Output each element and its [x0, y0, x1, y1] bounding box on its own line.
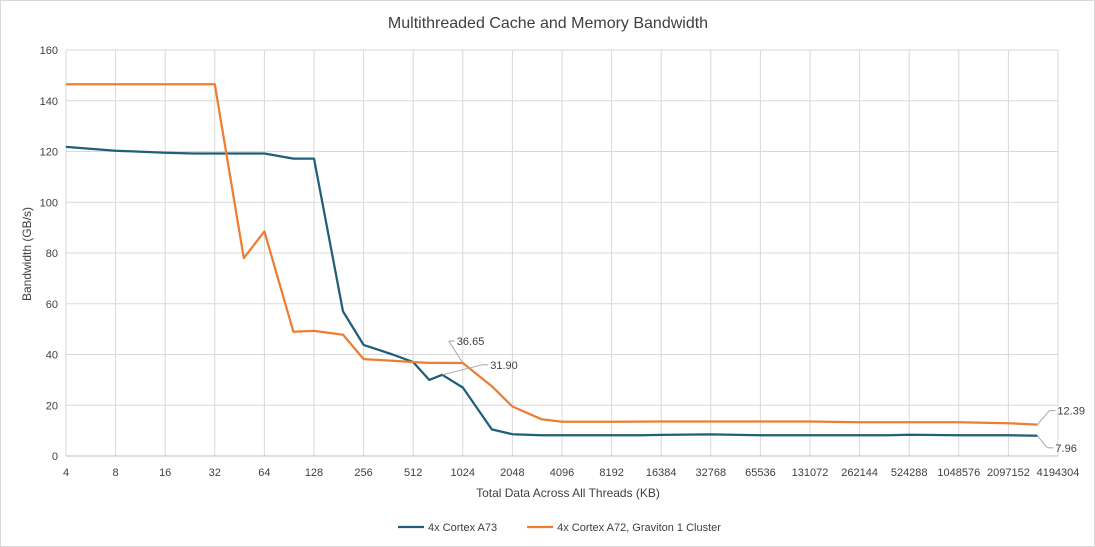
legend-label-1: 4x Cortex A73 — [428, 522, 497, 534]
x-tick-label: 4 — [63, 467, 69, 479]
x-axis-title: Total Data Across All Threads (KB) — [476, 486, 660, 500]
x-tick-label: 524288 — [891, 467, 928, 479]
callout-leader — [448, 340, 464, 364]
callout-leader — [1037, 410, 1050, 425]
data-label: 7.96 — [1055, 443, 1076, 455]
series-lines — [65, 83, 1038, 437]
x-tick-label: 32 — [209, 467, 221, 479]
y-tick-label: 0 — [52, 451, 58, 463]
y-tick-label: 20 — [46, 400, 58, 412]
x-tick-label: 64 — [258, 467, 270, 479]
y-tick-label: 140 — [40, 96, 58, 108]
x-tick-label: 32768 — [696, 467, 727, 479]
callout-leader — [1037, 435, 1048, 449]
legend: 4x Cortex A73 4x Cortex A72, Graviton 1 C… — [398, 522, 721, 534]
y-tick-label: 40 — [46, 350, 58, 362]
y-axis-ticks: 0 20 40 60 80 100 120 140 160 — [40, 45, 58, 463]
y-tick-label: 60 — [46, 299, 58, 311]
y-tick-label: 120 — [40, 147, 58, 159]
data-label: 12.39 — [1057, 406, 1085, 418]
x-tick-label: 128 — [305, 467, 323, 479]
y-tick-label: 80 — [46, 248, 58, 260]
data-label: 31.90 — [490, 360, 518, 372]
y-axis-title: Bandwidth (GB/s) — [20, 207, 34, 301]
x-tick-label: 16 — [159, 467, 171, 479]
x-axis-ticks: 4 8 16 32 64 128 256 512 1024 2048 4096 8192 16384 32… — [63, 467, 1079, 479]
y-tick-label: 100 — [40, 197, 58, 209]
x-tick-label: 4096 — [550, 467, 574, 479]
x-tick-label: 2097152 — [987, 467, 1030, 479]
x-tick-label: 1048576 — [937, 467, 980, 479]
x-tick-label: 512 — [404, 467, 422, 479]
chart-title: Multithreaded Cache and Memory Bandwidth — [388, 15, 708, 32]
x-tick-label: 8192 — [599, 467, 623, 479]
x-tick-label: 256 — [354, 467, 372, 479]
legend-label-2: 4x Cortex A72, Graviton 1 Cluster — [557, 522, 721, 534]
y-tick-label: 160 — [40, 45, 58, 57]
x-tick-label: 262144 — [841, 467, 878, 479]
gridlines — [65, 49, 1059, 457]
x-tick-label: 8 — [113, 467, 119, 479]
data-label-callouts: 36.65 31.90 12.39 7.96 — [442, 336, 1085, 455]
x-tick-label: 2048 — [500, 467, 524, 479]
x-tick-label: 65536 — [745, 467, 776, 479]
x-tick-label: 4194304 — [1037, 467, 1080, 479]
data-label: 36.65 — [457, 336, 485, 348]
x-tick-label: 131072 — [792, 467, 829, 479]
callout-leader — [442, 364, 483, 376]
series-line-1 — [65, 145, 1038, 437]
x-tick-label: 1024 — [451, 467, 475, 479]
series-line-2 — [66, 83, 1038, 426]
x-tick-label: 16384 — [646, 467, 677, 479]
